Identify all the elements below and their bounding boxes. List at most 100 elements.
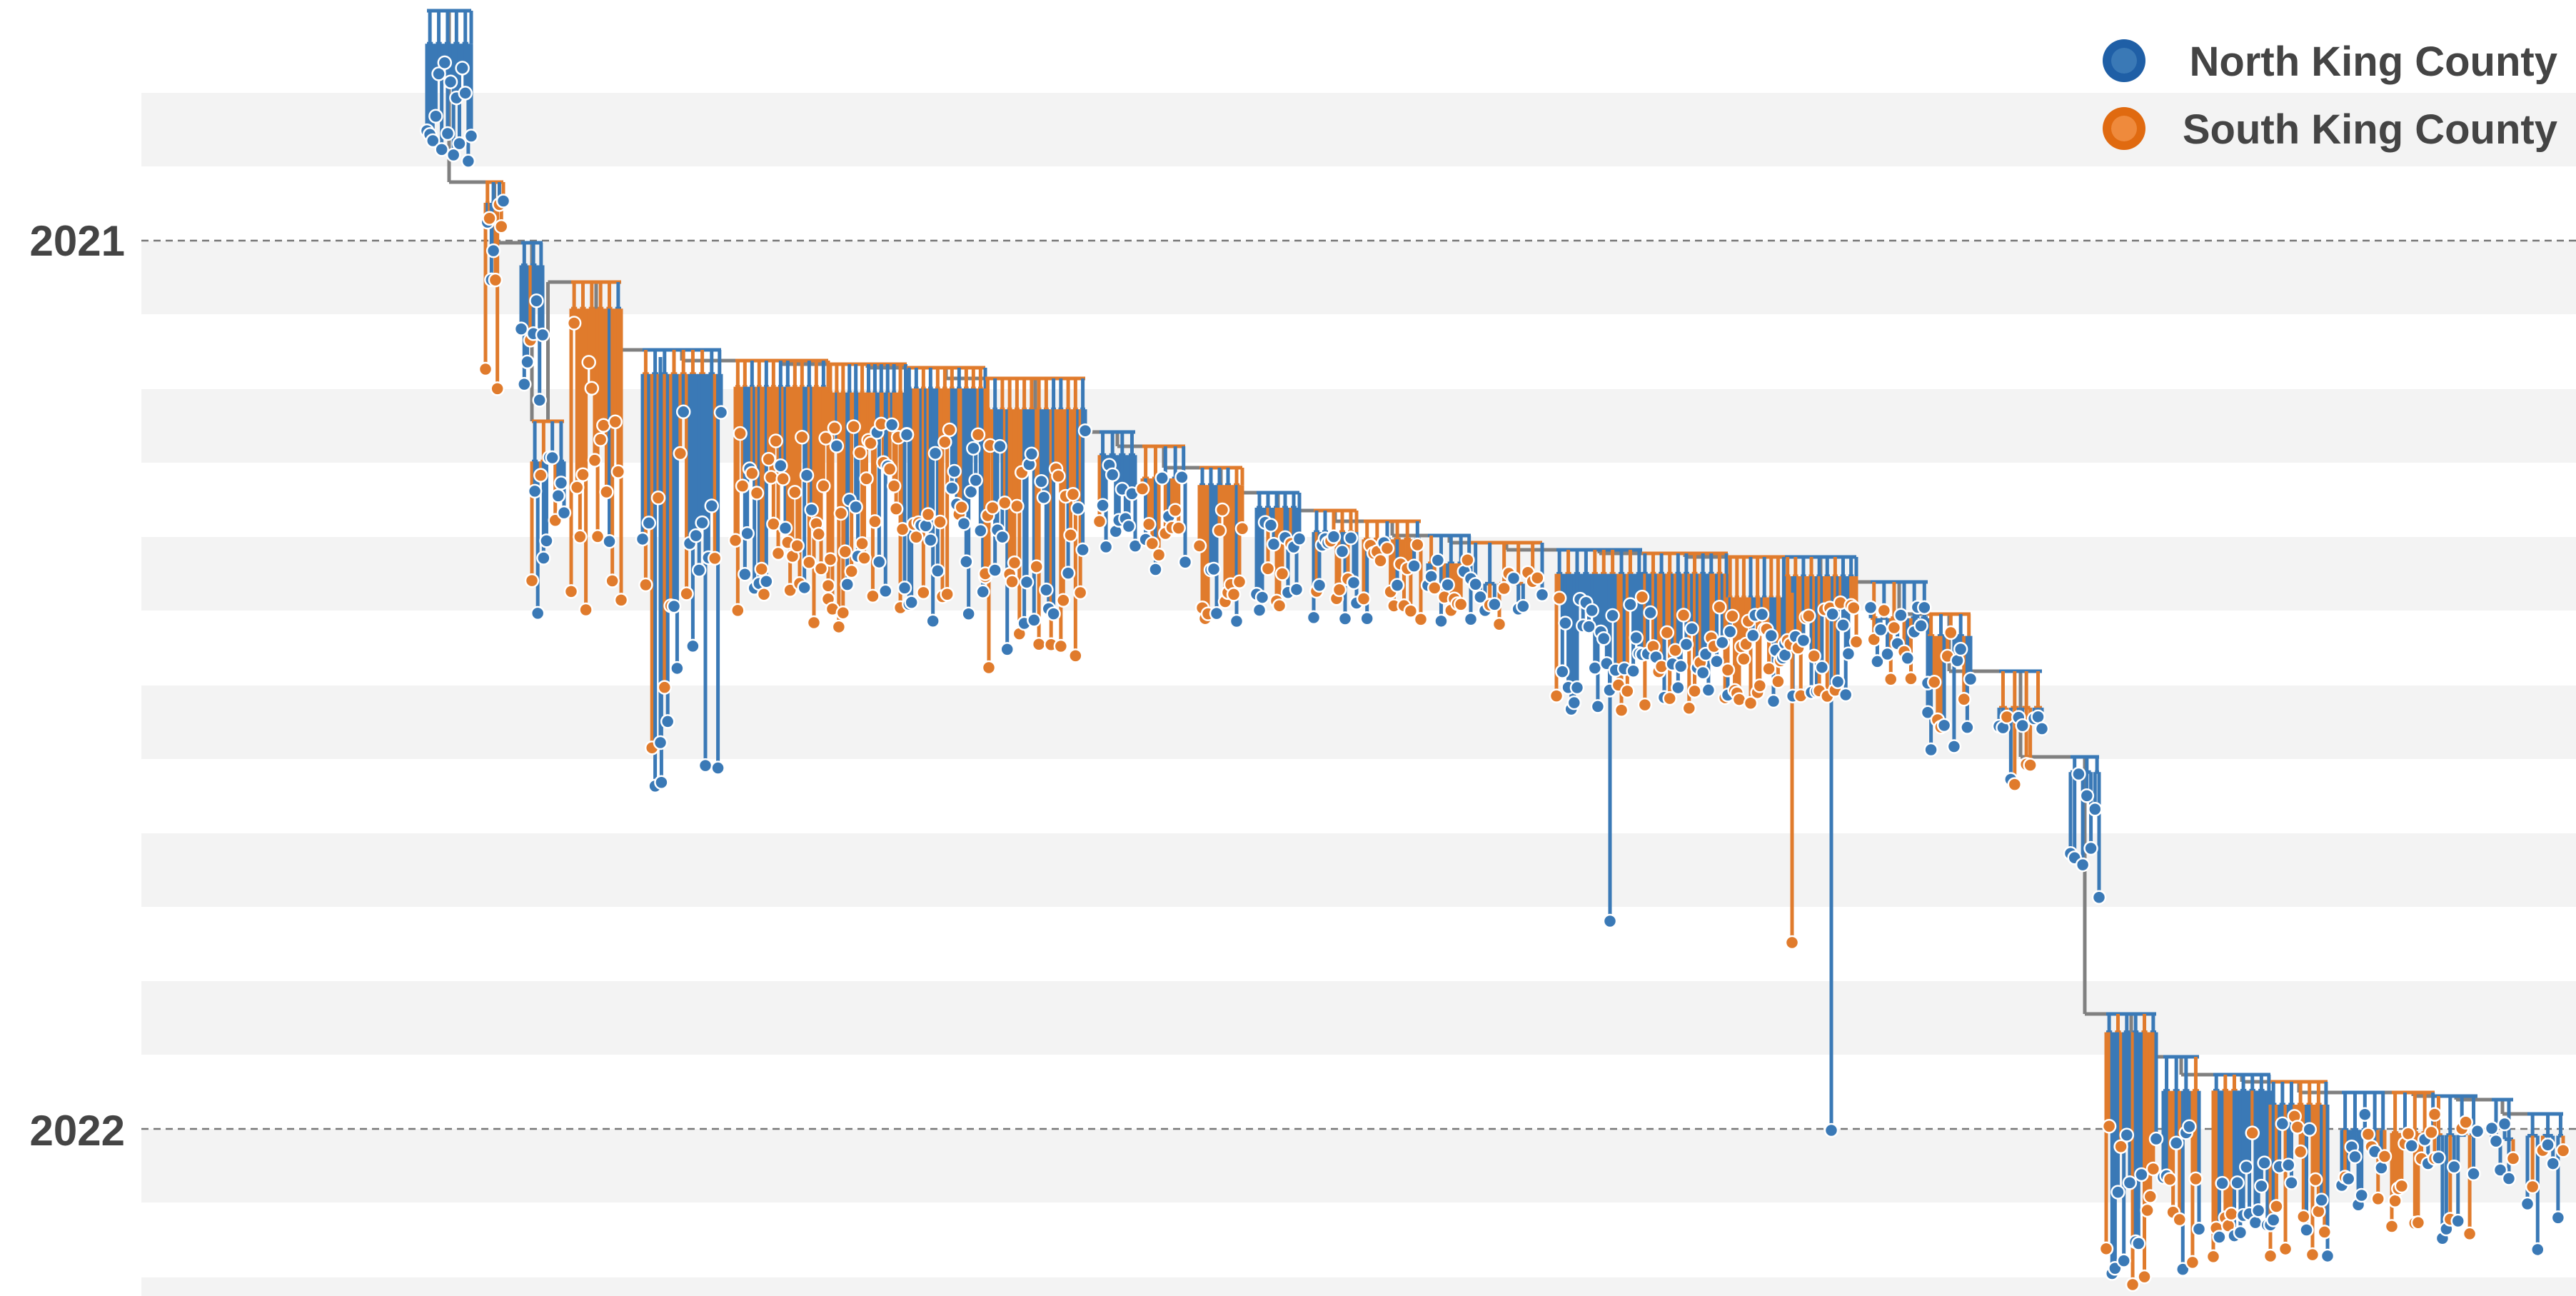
tree-tip [1963,671,1978,687]
tree-tip [970,427,986,443]
tree-tip [2545,1156,2560,1171]
tree-tip [707,551,723,566]
tree-tip [1687,683,1702,699]
tree-tip [2484,1120,2500,1136]
tree-tip [997,495,1012,511]
tree-tip [733,426,748,441]
tree-tip [956,516,972,531]
tree-tip [1496,581,1511,596]
tree-tip [1346,575,1362,591]
tree-tip [691,563,707,578]
tree-tip [613,593,629,608]
tree-tip [1846,600,1861,616]
tree-tip [524,573,540,588]
tree-tip [937,434,952,450]
tree-tip [2162,1172,2178,1187]
tree-tip [493,218,509,234]
tree-tip [2431,1150,2446,1165]
tree-tip [1662,690,1677,706]
tree-tip [811,526,826,542]
tree-tip [827,421,842,436]
tree-tip [2497,1116,2512,1132]
tree-tip [2122,1175,2138,1190]
tree-tip [2458,1115,2473,1130]
tree-tip [981,660,997,675]
background-band [141,833,2576,907]
tree-tip [759,573,774,589]
background-band [141,1277,2576,1296]
tree-tip [1634,589,1650,605]
background-bands [141,93,2576,1296]
tree-tip [1427,581,1442,596]
tree-tip [1167,503,1183,518]
tree-tip [1063,528,1078,543]
tree-tip [1722,624,1738,639]
tree-tip [1923,742,1938,758]
tree-tip [802,555,817,570]
tree-tip [1584,603,1599,618]
tree-tip [2296,1209,2311,1225]
tree-tip [2168,1135,2184,1151]
tree-tip [831,619,847,635]
tree-tip [940,586,955,602]
tree-tip [820,578,836,593]
tree-tip [1403,603,1419,619]
tree-tip [1893,608,1908,623]
tree-tip [478,361,493,377]
tree-tip [1031,636,1047,652]
tree-tip [859,471,874,486]
tree-tip [1010,498,1025,514]
y-tick-label-2021: 2021 [30,217,125,265]
tree-branches [425,9,2565,1285]
tree-tip [1620,683,1635,699]
tree-tip [608,414,623,429]
tree-tip [1917,600,1932,616]
tree-tip [735,478,750,493]
tree-tip [1379,541,1395,556]
tree-tip [966,441,981,456]
tree-tip [1596,631,1611,646]
tree-tip [1946,739,1962,754]
background-band [141,241,2576,314]
tree-tip [2394,1178,2410,1194]
tree-tip [916,585,931,601]
tree-tip [837,544,853,559]
tree-tip [2175,1262,2190,1277]
tree-tip [2075,857,2091,873]
tree-tip [2145,1161,2161,1177]
tree-tip [872,554,887,570]
tree-tip [855,536,870,551]
tree-tip [635,531,650,547]
tree-tip [738,566,753,582]
tree-tip [2427,1107,2442,1122]
tree-tip [763,470,779,485]
tree-tip [740,526,755,541]
tree-tip [818,431,833,446]
tree-tip [1801,608,1816,623]
tree-tip [1292,531,1307,546]
tree-tip [1056,593,1071,608]
tree-tip [1880,646,1895,662]
tree-tip [2501,1171,2517,1186]
tree-tip [569,480,585,495]
tree-tip [987,563,1002,578]
tree-tip [1460,553,1475,568]
tree-tip [1771,674,1786,689]
tree-tip [1883,672,1898,687]
tree-tip [1453,597,1469,612]
tree-tip [455,61,470,76]
tree-tip [822,552,838,567]
tree-tip [2248,1215,2263,1230]
tree-tip [857,551,872,566]
tree-tip [539,533,554,548]
tree-tip [942,422,957,438]
tree-tip [578,602,593,618]
tree-tip [1060,566,1076,581]
tree-tip [1886,620,1902,636]
tree-tip [2550,1210,2566,1225]
tree-tip [461,154,476,169]
tree-tip [1144,536,1160,551]
tree-tip [788,485,803,500]
tree-tip [1754,607,1770,622]
tree-tip [1410,537,1425,553]
